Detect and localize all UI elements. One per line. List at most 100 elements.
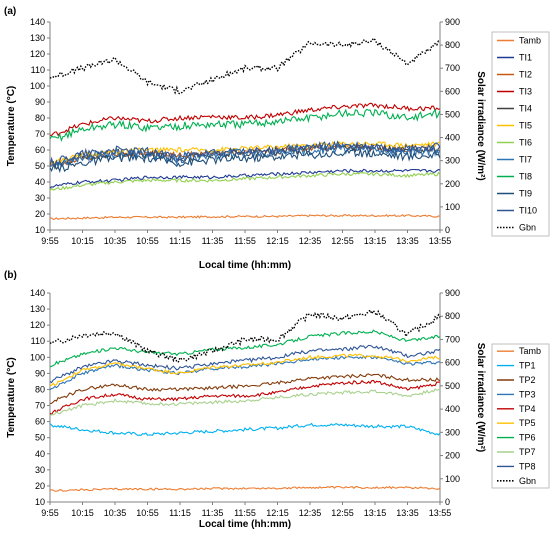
y2-tick-label: 400	[445, 404, 460, 414]
series-line-ti3	[49, 102, 441, 137]
y-tick-label: 50	[35, 161, 45, 171]
y-tick-label: 140	[30, 288, 45, 298]
series-line-gbn	[49, 37, 441, 95]
series-line-tp6	[49, 329, 441, 368]
x-tick-label: 11:35	[202, 236, 224, 246]
y2-axis-label: Solar irradiance (W/m²)	[475, 71, 486, 180]
x-tick-label: 9:55	[41, 236, 59, 246]
y-axis-label: Temperature (°C)	[6, 357, 17, 438]
y2-tick-label: 700	[445, 63, 460, 73]
x-tick-label: 10:55	[136, 508, 159, 518]
x-tick-label: 11:55	[234, 236, 256, 246]
y2-tick-label: 100	[445, 474, 460, 484]
panel-label: (a)	[4, 6, 16, 17]
y-tick-label: 120	[30, 320, 45, 330]
x-axis-label: Local time (hh:mm)	[199, 260, 291, 271]
y2-tick-label: 500	[445, 381, 460, 391]
y-tick-label: 40	[35, 177, 45, 187]
x-tick-label: 10:55	[136, 236, 159, 246]
legend-label-tp2: TP2	[519, 375, 536, 385]
y-tick-label: 120	[30, 49, 45, 59]
y2-tick-label: 700	[445, 334, 460, 344]
y-tick-label: 70	[35, 401, 45, 411]
x-tick-label: 11:55	[234, 508, 256, 518]
legend-label-tp8: TP8	[519, 461, 536, 471]
legend-label-ti2: TI2	[519, 70, 532, 80]
series-line-tp7	[49, 388, 441, 417]
y-tick-label: 70	[35, 129, 45, 139]
panel-label: (b)	[4, 270, 17, 281]
x-tick-label: 13:15	[364, 236, 387, 246]
legend-label-ti4: TI4	[519, 104, 532, 114]
x-tick-label: 13:35	[396, 508, 419, 518]
x-tick-label: 13:15	[364, 508, 387, 518]
legend-box	[491, 343, 550, 489]
x-tick-label: 12:55	[331, 508, 354, 518]
x-tick-label: 13:35	[396, 236, 419, 246]
series-line-tp4	[49, 379, 441, 416]
y-tick-label: 10	[35, 497, 45, 507]
y2-axis-label: Solar irradiance (W/m²)	[475, 343, 486, 452]
y2-tick-label: 800	[445, 311, 460, 321]
x-tick-label: 10:15	[71, 508, 94, 518]
legend-label-ti7: TI7	[519, 155, 532, 165]
series-line-tp5	[49, 353, 441, 386]
y-tick-label: 90	[35, 368, 45, 378]
x-tick-label: 10:35	[104, 236, 127, 246]
series-line-ti9	[49, 148, 441, 174]
legend-label-ti5: TI5	[519, 121, 532, 131]
legend-label-ti6: TI6	[519, 138, 532, 148]
y-tick-label: 50	[35, 433, 45, 443]
legend-label-ti1: TI1	[519, 53, 532, 63]
series-line-tp8	[49, 344, 441, 384]
legend-label-ti8: TI8	[519, 172, 532, 182]
series-line-ti1	[49, 168, 441, 189]
x-tick-label: 12:35	[299, 236, 322, 246]
legend-label-gbn: Gbn	[519, 476, 536, 486]
x-tick-label: 11:15	[169, 236, 191, 246]
x-tick-label: 9:55	[41, 508, 59, 518]
series-line-ti7	[49, 142, 441, 169]
legend-box	[491, 31, 550, 237]
legend-label-tamb: Tamb	[519, 36, 541, 46]
y-axis-label: Temperature (°C)	[6, 86, 17, 167]
y-tick-label: 30	[35, 193, 45, 203]
legend-label-ti3: TI3	[519, 87, 532, 97]
legend-label-tamb: Tamb	[519, 346, 541, 356]
y2-tick-label: 300	[445, 156, 460, 166]
series-line-tamb	[49, 485, 441, 492]
y-tick-label: 90	[35, 97, 45, 107]
chart-panel-b: (b) 10 20 30 40 50 60 70 80 90 100 110 120 130 140 0 100…	[4, 270, 550, 530]
y-tick-label: 80	[35, 384, 45, 394]
legend-label-gbn: Gbn	[519, 223, 536, 233]
x-tick-label: 13:55	[429, 236, 452, 246]
y-tick-label: 130	[30, 33, 45, 43]
y-tick-label: 20	[35, 209, 45, 219]
y-tick-label: 40	[35, 449, 45, 459]
x-tick-label: 10:35	[104, 508, 127, 518]
y2-tick-label: 800	[445, 40, 460, 50]
y2-tick-label: 400	[445, 133, 460, 143]
y2-tick-label: 0	[445, 225, 450, 235]
x-tick-label: 13:55	[429, 508, 452, 518]
legend-label-ti9: TI9	[519, 189, 532, 199]
y-tick-label: 60	[35, 145, 45, 155]
series-line-gbn	[49, 308, 441, 363]
y2-tick-label: 200	[445, 179, 460, 189]
series-line-tamb	[49, 213, 441, 221]
series-line-ti8	[49, 108, 441, 142]
y-tick-label: 60	[35, 417, 45, 427]
y-tick-label: 110	[31, 65, 45, 75]
y-tick-label: 20	[35, 481, 45, 491]
y-tick-label: 110	[31, 336, 45, 346]
y2-tick-label: 100	[445, 202, 460, 212]
x-tick-label: 10:15	[71, 236, 94, 246]
x-tick-label: 12:35	[299, 508, 322, 518]
series-line-tp2	[49, 373, 441, 404]
y2-tick-label: 200	[445, 451, 460, 461]
y2-tick-label: 500	[445, 109, 460, 119]
legend-label-tp3: TP3	[519, 389, 536, 399]
y-tick-label: 80	[35, 113, 45, 123]
legend-label-tp6: TP6	[519, 433, 536, 443]
